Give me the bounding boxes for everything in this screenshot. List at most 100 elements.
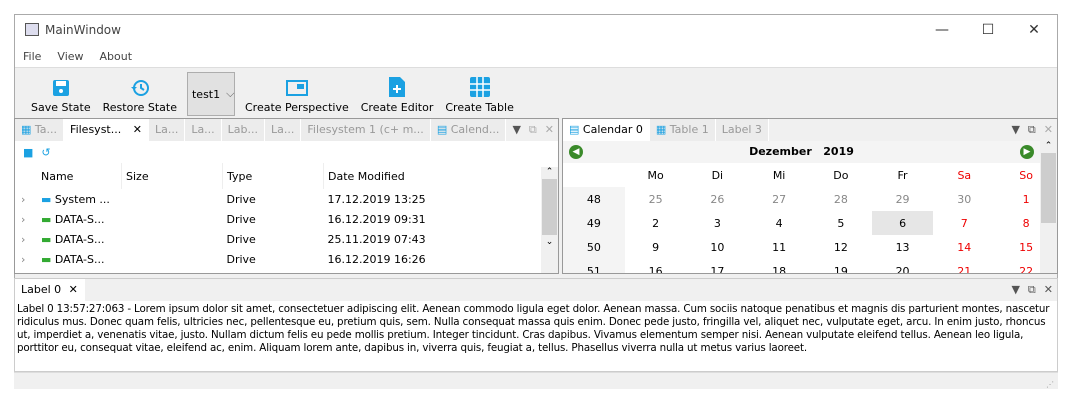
- weekday-header: Sa: [957, 168, 972, 182]
- calendar-day[interactable]: 13: [895, 240, 910, 254]
- calendar-day[interactable]: 17: [710, 264, 725, 274]
- expand-icon[interactable]: ›: [21, 192, 26, 206]
- tab-label[interactable]: La...: [185, 119, 222, 141]
- tab-calendar-0[interactable]: ▤ Calendar 0: [563, 119, 650, 141]
- history-icon[interactable]: ↺: [41, 145, 51, 159]
- column-header-size[interactable]: Size: [121, 163, 223, 189]
- close-tab-icon[interactable]: ✕: [132, 123, 142, 136]
- table-icon: [469, 77, 490, 97]
- expand-icon[interactable]: ›: [21, 232, 26, 246]
- resize-grip-icon[interactable]: ⋰: [1046, 380, 1054, 389]
- calendar-day[interactable]: 1: [1022, 192, 1030, 206]
- bottom-tab-bar: Label 0 ✕ ▼ ⧉ ✕: [15, 279, 1057, 301]
- calendar-day[interactable]: 21: [957, 264, 972, 274]
- calendar-day[interactable]: 27: [772, 192, 787, 206]
- table-row[interactable]: › ▬ System ... Drive 17.12.2019 13:25: [21, 189, 426, 209]
- tab-label-3[interactable]: Label 3: [715, 119, 769, 141]
- calendar-day[interactable]: 22: [1019, 264, 1034, 274]
- calendar-day[interactable]: 9: [652, 240, 660, 254]
- calendar-day[interactable]: 30: [957, 192, 972, 206]
- weekday-header: Do: [833, 168, 849, 182]
- label-dock: Label 0 ✕ ▼ ⧉ ✕ Label 0 13:57:27:063 - Lor…: [14, 278, 1058, 372]
- calendar-day[interactable]: 12: [833, 240, 848, 254]
- calendar-day[interactable]: 10: [710, 240, 725, 254]
- create-table-label: Create Table: [445, 101, 514, 114]
- table-row[interactable]: › ▬ DATA-S... Drive 16.12.2019 09:31: [21, 209, 426, 229]
- maximize-button[interactable]: ☐: [981, 22, 995, 38]
- create-editor-button[interactable]: Create Editor: [355, 77, 440, 118]
- table-row[interactable]: › ▬ DATA-S... Drive 25.11.2019 07:43: [21, 229, 426, 249]
- drive-icon: ▬: [41, 192, 52, 206]
- tab-table-1[interactable]: ▦ Table 1: [649, 119, 716, 141]
- table-row[interactable]: › ▬ DATA-S... Drive 16.12.2019 16:26: [21, 249, 426, 269]
- month-selector[interactable]: Dezember: [749, 145, 812, 158]
- tabs-menu-icon[interactable]: ▼: [512, 123, 521, 136]
- column-header-type[interactable]: Type: [222, 163, 324, 189]
- calendar-day[interactable]: 18: [772, 264, 787, 274]
- calendar-day[interactable]: 15: [1019, 240, 1034, 254]
- tab-label[interactable]: La...: [148, 119, 186, 141]
- chevron-down-icon: ⌵: [226, 87, 235, 100]
- tab-filesystem[interactable]: Filesyst... ✕: [64, 119, 149, 141]
- float-icon[interactable]: ⧉: [1027, 123, 1036, 136]
- save-icon[interactable]: ■: [23, 145, 34, 159]
- calendar-day[interactable]: 26: [710, 192, 725, 206]
- save-icon: [52, 80, 69, 96]
- tabs-menu-icon[interactable]: ▼: [1011, 283, 1020, 296]
- save-state-button[interactable]: Save State: [25, 79, 97, 118]
- column-header-date[interactable]: Date Modified: [328, 169, 405, 183]
- close-dock-icon[interactable]: ✕: [1043, 283, 1053, 296]
- calendar-day[interactable]: 5: [837, 216, 845, 230]
- expand-icon[interactable]: ›: [21, 212, 26, 226]
- tab-label-0[interactable]: Label 0 ✕: [15, 279, 85, 301]
- column-header-name[interactable]: Name: [41, 163, 122, 189]
- tabs-menu-icon[interactable]: ▼: [1011, 123, 1020, 136]
- week-number: 50: [563, 235, 625, 259]
- year-selector[interactable]: 2019: [823, 145, 854, 158]
- calendar-day[interactable]: 20: [895, 264, 910, 274]
- create-perspective-label: Create Perspective: [244, 101, 349, 114]
- calendar-day[interactable]: 25: [648, 192, 663, 206]
- tab-filesystem-1[interactable]: Filesystem 1 (c+ m...: [301, 119, 431, 141]
- prev-month-icon[interactable]: ◀: [569, 145, 583, 159]
- calendar-day[interactable]: 8: [1022, 216, 1030, 230]
- title-bar: MainWindow — ☐ ✕: [15, 15, 1057, 45]
- tab-label[interactable]: La...: [265, 119, 302, 141]
- tab-table[interactable]: ▦ Ta...: [15, 119, 65, 141]
- float-icon[interactable]: ⧉: [528, 123, 537, 136]
- calendar-day[interactable]: 14: [957, 240, 972, 254]
- create-perspective-button[interactable]: Create Perspective: [239, 79, 355, 118]
- calendar-day[interactable]: 29: [895, 192, 910, 206]
- minimize-button[interactable]: —: [935, 22, 949, 38]
- calendar-day[interactable]: 16: [648, 264, 663, 274]
- drive-icon: ▬: [41, 212, 52, 226]
- expand-icon[interactable]: ›: [21, 252, 26, 266]
- next-month-icon[interactable]: ▶: [1020, 145, 1034, 159]
- calendar-day[interactable]: 28: [833, 192, 848, 206]
- perspective-combo[interactable]: test1 ⌵: [186, 72, 235, 116]
- calendar-day[interactable]: 19: [833, 264, 848, 274]
- close-dock-icon[interactable]: ✕: [544, 123, 554, 136]
- close-tab-icon[interactable]: ✕: [68, 283, 78, 296]
- tab-calendar[interactable]: ▤ Calend...: [430, 119, 507, 141]
- week-number: 51: [563, 259, 625, 273]
- close-button[interactable]: ✕: [1028, 22, 1040, 38]
- create-table-button[interactable]: Create Table: [439, 77, 520, 118]
- menu-file[interactable]: File: [23, 49, 42, 63]
- close-dock-icon[interactable]: ✕: [1043, 123, 1053, 136]
- menu-view[interactable]: View: [57, 49, 84, 63]
- calendar-day[interactable]: 2: [652, 216, 660, 230]
- calendar-day[interactable]: 7: [960, 216, 968, 230]
- calendar-day[interactable]: 11: [772, 240, 787, 254]
- filesystem-dock: ▦ Ta... Filesyst... ✕ La... La... Lab...…: [14, 118, 559, 274]
- tab-label[interactable]: Lab...: [221, 119, 266, 141]
- calendar-day[interactable]: 3: [713, 216, 721, 230]
- calendar-day[interactable]: 6: [871, 211, 934, 235]
- restore-state-button[interactable]: Restore State: [97, 79, 183, 118]
- weekday-header: Mi: [772, 168, 786, 182]
- vertical-scrollbar[interactable]: ⌃: [1040, 141, 1057, 273]
- menu-about[interactable]: About: [99, 49, 133, 63]
- calendar-day[interactable]: 4: [775, 216, 783, 230]
- float-icon[interactable]: ⧉: [1027, 283, 1036, 296]
- vertical-scrollbar[interactable]: ⌃ ⌄: [541, 167, 558, 273]
